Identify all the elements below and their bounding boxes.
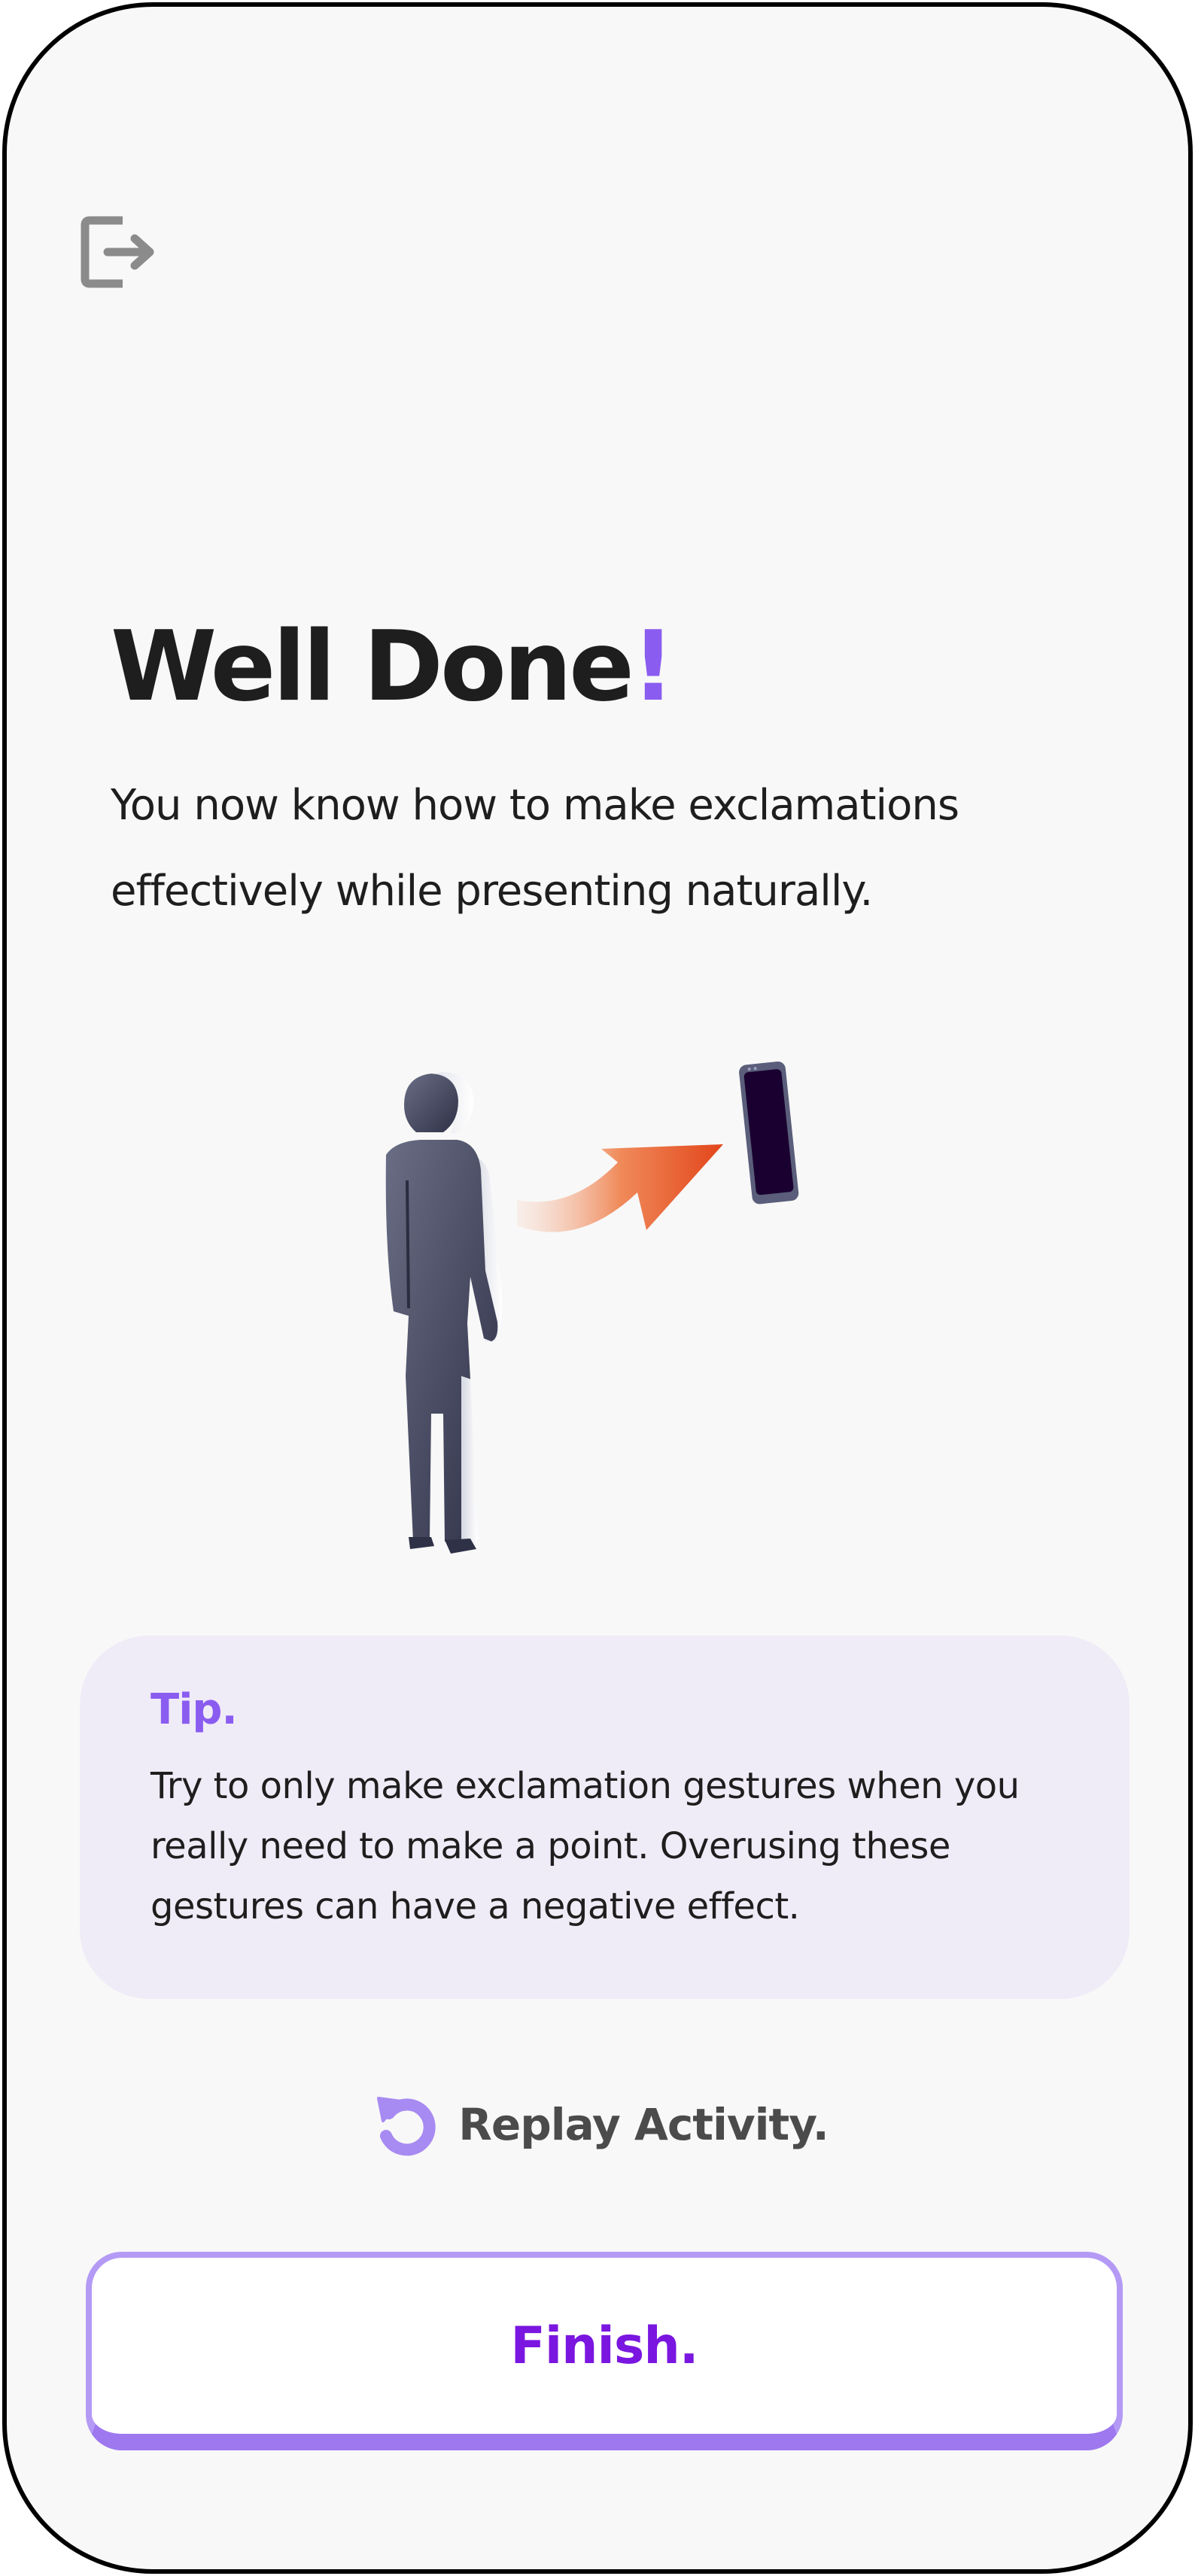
page-subtitle: You now know how to make exclamations ef… <box>111 781 959 916</box>
replay-icon <box>377 2097 436 2156</box>
replay-activity-label: Replay Activity. <box>458 2099 829 2150</box>
title-text: Well Done <box>111 611 634 723</box>
replay-activity-button[interactable]: Replay Activity. <box>7 2083 1188 2166</box>
page-title: Well Done! <box>111 607 675 728</box>
tip-label: Tip. <box>151 1685 238 1734</box>
finish-button[interactable]: Finish. <box>86 2252 1123 2450</box>
title-exclamation: ! <box>631 611 675 723</box>
person-gesturing-at-phone-illustration <box>385 1061 799 1554</box>
finish-button-label: Finish. <box>510 2316 698 2376</box>
exit-button[interactable] <box>76 208 163 296</box>
exit-icon <box>81 216 154 288</box>
tip-card: Tip. Try to only make exclamation gestur… <box>80 1636 1130 1999</box>
tip-text: Try to only make exclamation gestures wh… <box>151 1765 1020 1927</box>
